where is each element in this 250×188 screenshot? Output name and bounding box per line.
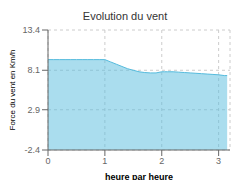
svg-text:0: 0 [45,156,50,166]
svg-text:13.4: 13.4 [22,25,40,35]
svg-text:1: 1 [102,156,107,166]
svg-text:8.1: 8.1 [27,65,40,75]
svg-text:3: 3 [216,156,221,166]
svg-text:Force du vent en Km/h: Force du vent en Km/h [8,50,17,131]
html-text:Evolution du vent: Evolution du vent [82,10,168,22]
svg-text:heure par heure: heure par heure [105,172,173,180]
svg-text:2: 2 [159,156,164,166]
svg-text:2.9: 2.9 [27,105,40,115]
svg-text:-2.4: -2.4 [24,145,40,155]
